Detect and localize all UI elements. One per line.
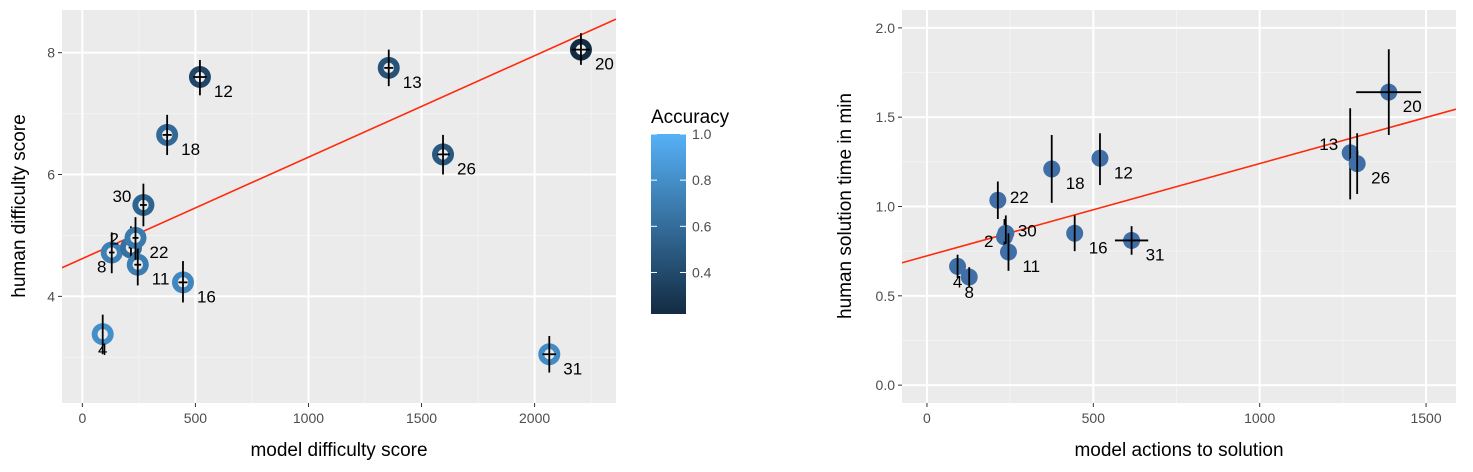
point-label: 13	[403, 73, 422, 92]
right-y-tick-label: 0.0	[876, 377, 896, 393]
point-label: 18	[181, 140, 200, 159]
right-x-tick-label: 1500	[1410, 410, 1441, 426]
point-label: 20	[1403, 97, 1422, 116]
point-label: 11	[152, 270, 170, 289]
point-label: 2	[984, 232, 993, 251]
point-label: 30	[1018, 221, 1037, 240]
left-point-11: 11	[126, 244, 170, 289]
point-label: 31	[1146, 245, 1165, 264]
left-point-31: 31	[538, 335, 582, 378]
left-x-tick-label: 1500	[406, 410, 437, 426]
right-y-tick-label: 2.0	[876, 20, 896, 36]
right-point-22: 22	[989, 181, 1029, 220]
right-x-axis-title: model actions to solution	[1074, 440, 1283, 461]
point-label: 26	[1371, 169, 1390, 188]
right-point-18: 18	[1043, 135, 1085, 203]
left-x-tick-label: 500	[184, 410, 208, 426]
left-x-ticks: 0 500 1000 1500 2000	[78, 403, 550, 426]
left-panel-background	[62, 10, 616, 403]
right-fit-line-layer	[902, 108, 1456, 264]
right-point-4: 4	[949, 254, 967, 291]
right-x-tick-label: 0	[923, 410, 931, 426]
left-point-26: 26	[432, 134, 476, 178]
left-x-tick-label: 0	[78, 410, 86, 426]
left-point-22: 22	[124, 217, 168, 262]
point-label: 26	[457, 159, 476, 178]
left-x-tick-label: 2000	[519, 410, 550, 426]
point-label: 12	[214, 82, 233, 101]
right-y-tick-label: 1.0	[876, 199, 896, 215]
left-point-8: 8	[97, 232, 123, 277]
point-label: 8	[97, 258, 106, 277]
point-label: 4	[98, 340, 107, 359]
left-point-13: 13	[377, 49, 422, 92]
right-point-20: 20	[1356, 49, 1422, 136]
point-label: 16	[1089, 238, 1108, 257]
point-label: 11	[1022, 257, 1040, 276]
point-label: 31	[563, 359, 582, 378]
point-label: 4	[953, 272, 962, 291]
point-label: 13	[1319, 135, 1338, 154]
left-y-tick-label: 4	[47, 288, 55, 304]
left-x-axis-title: model difficulty score	[250, 440, 427, 461]
point-label: 16	[197, 287, 216, 306]
legend-ticks: 0.4 0.6 0.8 1.0	[651, 126, 712, 280]
right-x-ticks: 0 500 1000 1500	[923, 403, 1442, 426]
point-label: 2	[109, 230, 118, 249]
left-x-tick-label: 1000	[293, 410, 324, 426]
point-label: 8	[964, 283, 973, 302]
right-x-tick-label: 500	[1082, 410, 1106, 426]
left-y-tick-label: 6	[47, 167, 55, 183]
left-points-layer: 4 82 11 22 30 16 18 12 13 26 20 31	[91, 33, 614, 378]
right-point-11: 11	[999, 233, 1040, 276]
right-y-tick-label: 1.5	[876, 109, 896, 125]
left-point-4: 4	[91, 314, 114, 359]
right-point-31: 31	[1114, 226, 1165, 264]
legend-title: Accuracy	[651, 107, 730, 128]
left-y-tick-label: 8	[47, 45, 55, 61]
left-point-30: 30	[112, 183, 155, 227]
left-point-12: 12	[188, 59, 233, 101]
point-label: 18	[1066, 174, 1085, 193]
accuracy-legend: Accuracy 0.4 0.6 0.8 1.0	[651, 107, 730, 314]
left-point-20: 20	[569, 33, 614, 74]
right-point-8: 8	[960, 267, 978, 302]
point-label: 30	[112, 187, 131, 206]
point-label: 20	[595, 55, 614, 74]
left-y-ticks: 4 6 8	[47, 45, 62, 304]
left-y-axis-title: human difficulty score	[9, 114, 30, 297]
left-point-16: 16	[171, 261, 216, 306]
point-label: 22	[1010, 188, 1029, 207]
legend-colorbar	[651, 134, 686, 314]
point-label: 22	[149, 243, 168, 262]
right-y-axis-title: human solution time in min	[835, 93, 856, 319]
right-y-tick-label: 0.5	[876, 288, 896, 304]
legend-tick-label: 1.0	[692, 126, 712, 142]
right-point-16: 16	[1066, 215, 1108, 257]
right-fit-line	[902, 108, 1456, 264]
legend-tick-label: 0.8	[692, 172, 712, 188]
left-point-18: 18	[156, 114, 200, 159]
legend-tick-label: 0.6	[692, 218, 712, 234]
point-label: 12	[1114, 163, 1133, 182]
left-fit-line-layer	[62, 18, 616, 269]
left-fit-line	[62, 18, 616, 269]
right-x-tick-label: 1000	[1244, 410, 1275, 426]
left-gridlines	[62, 10, 616, 403]
legend-tick-label: 0.4	[692, 264, 712, 280]
right-gridlines	[902, 10, 1456, 403]
right-point-26: 26	[1348, 133, 1390, 194]
right-y-ticks: 0.0 0.5 1.0 1.5 2.0	[876, 20, 902, 393]
right-point-12: 12	[1091, 133, 1133, 186]
